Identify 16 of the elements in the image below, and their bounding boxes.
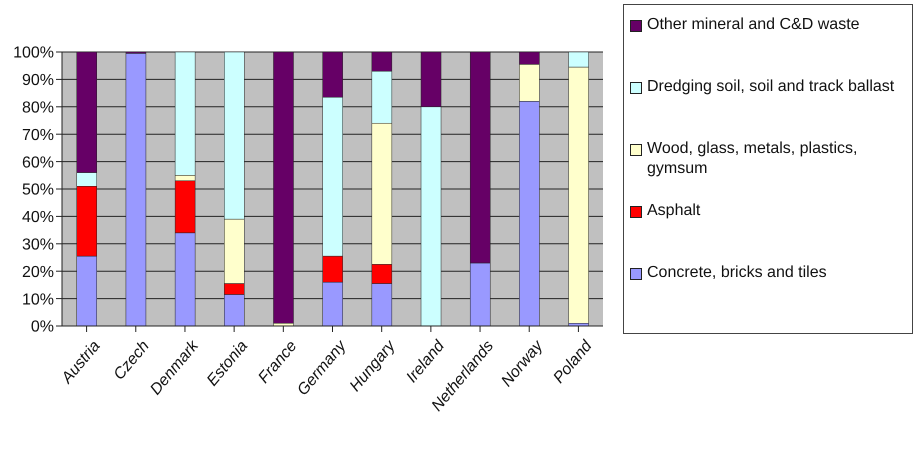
y-tick-label: 10% <box>22 291 54 308</box>
y-tick-label: 100% <box>13 44 54 62</box>
y-tick-label: 70% <box>22 126 54 144</box>
legend-label: Wood, glass, metals, plastics, gymsum <box>647 139 858 179</box>
y-tick-label: 60% <box>22 154 54 172</box>
y-tick-label: 20% <box>22 264 54 281</box>
legend-label: Concrete, bricks and tiles <box>647 263 827 283</box>
legend-label: Dredging soil, soil and track ballast <box>647 77 894 97</box>
legend-label: Asphalt <box>647 201 700 221</box>
y-tick-label: 40% <box>22 209 54 226</box>
y-tick-label: 50% <box>22 182 54 199</box>
y-tick-label: 0% <box>30 318 54 336</box>
y-tick-label: 80% <box>22 99 54 116</box>
y-tick-label: 30% <box>22 236 54 254</box>
y-tick-label: 90% <box>22 72 54 90</box>
legend-label: Other mineral and C&D waste <box>647 15 860 35</box>
